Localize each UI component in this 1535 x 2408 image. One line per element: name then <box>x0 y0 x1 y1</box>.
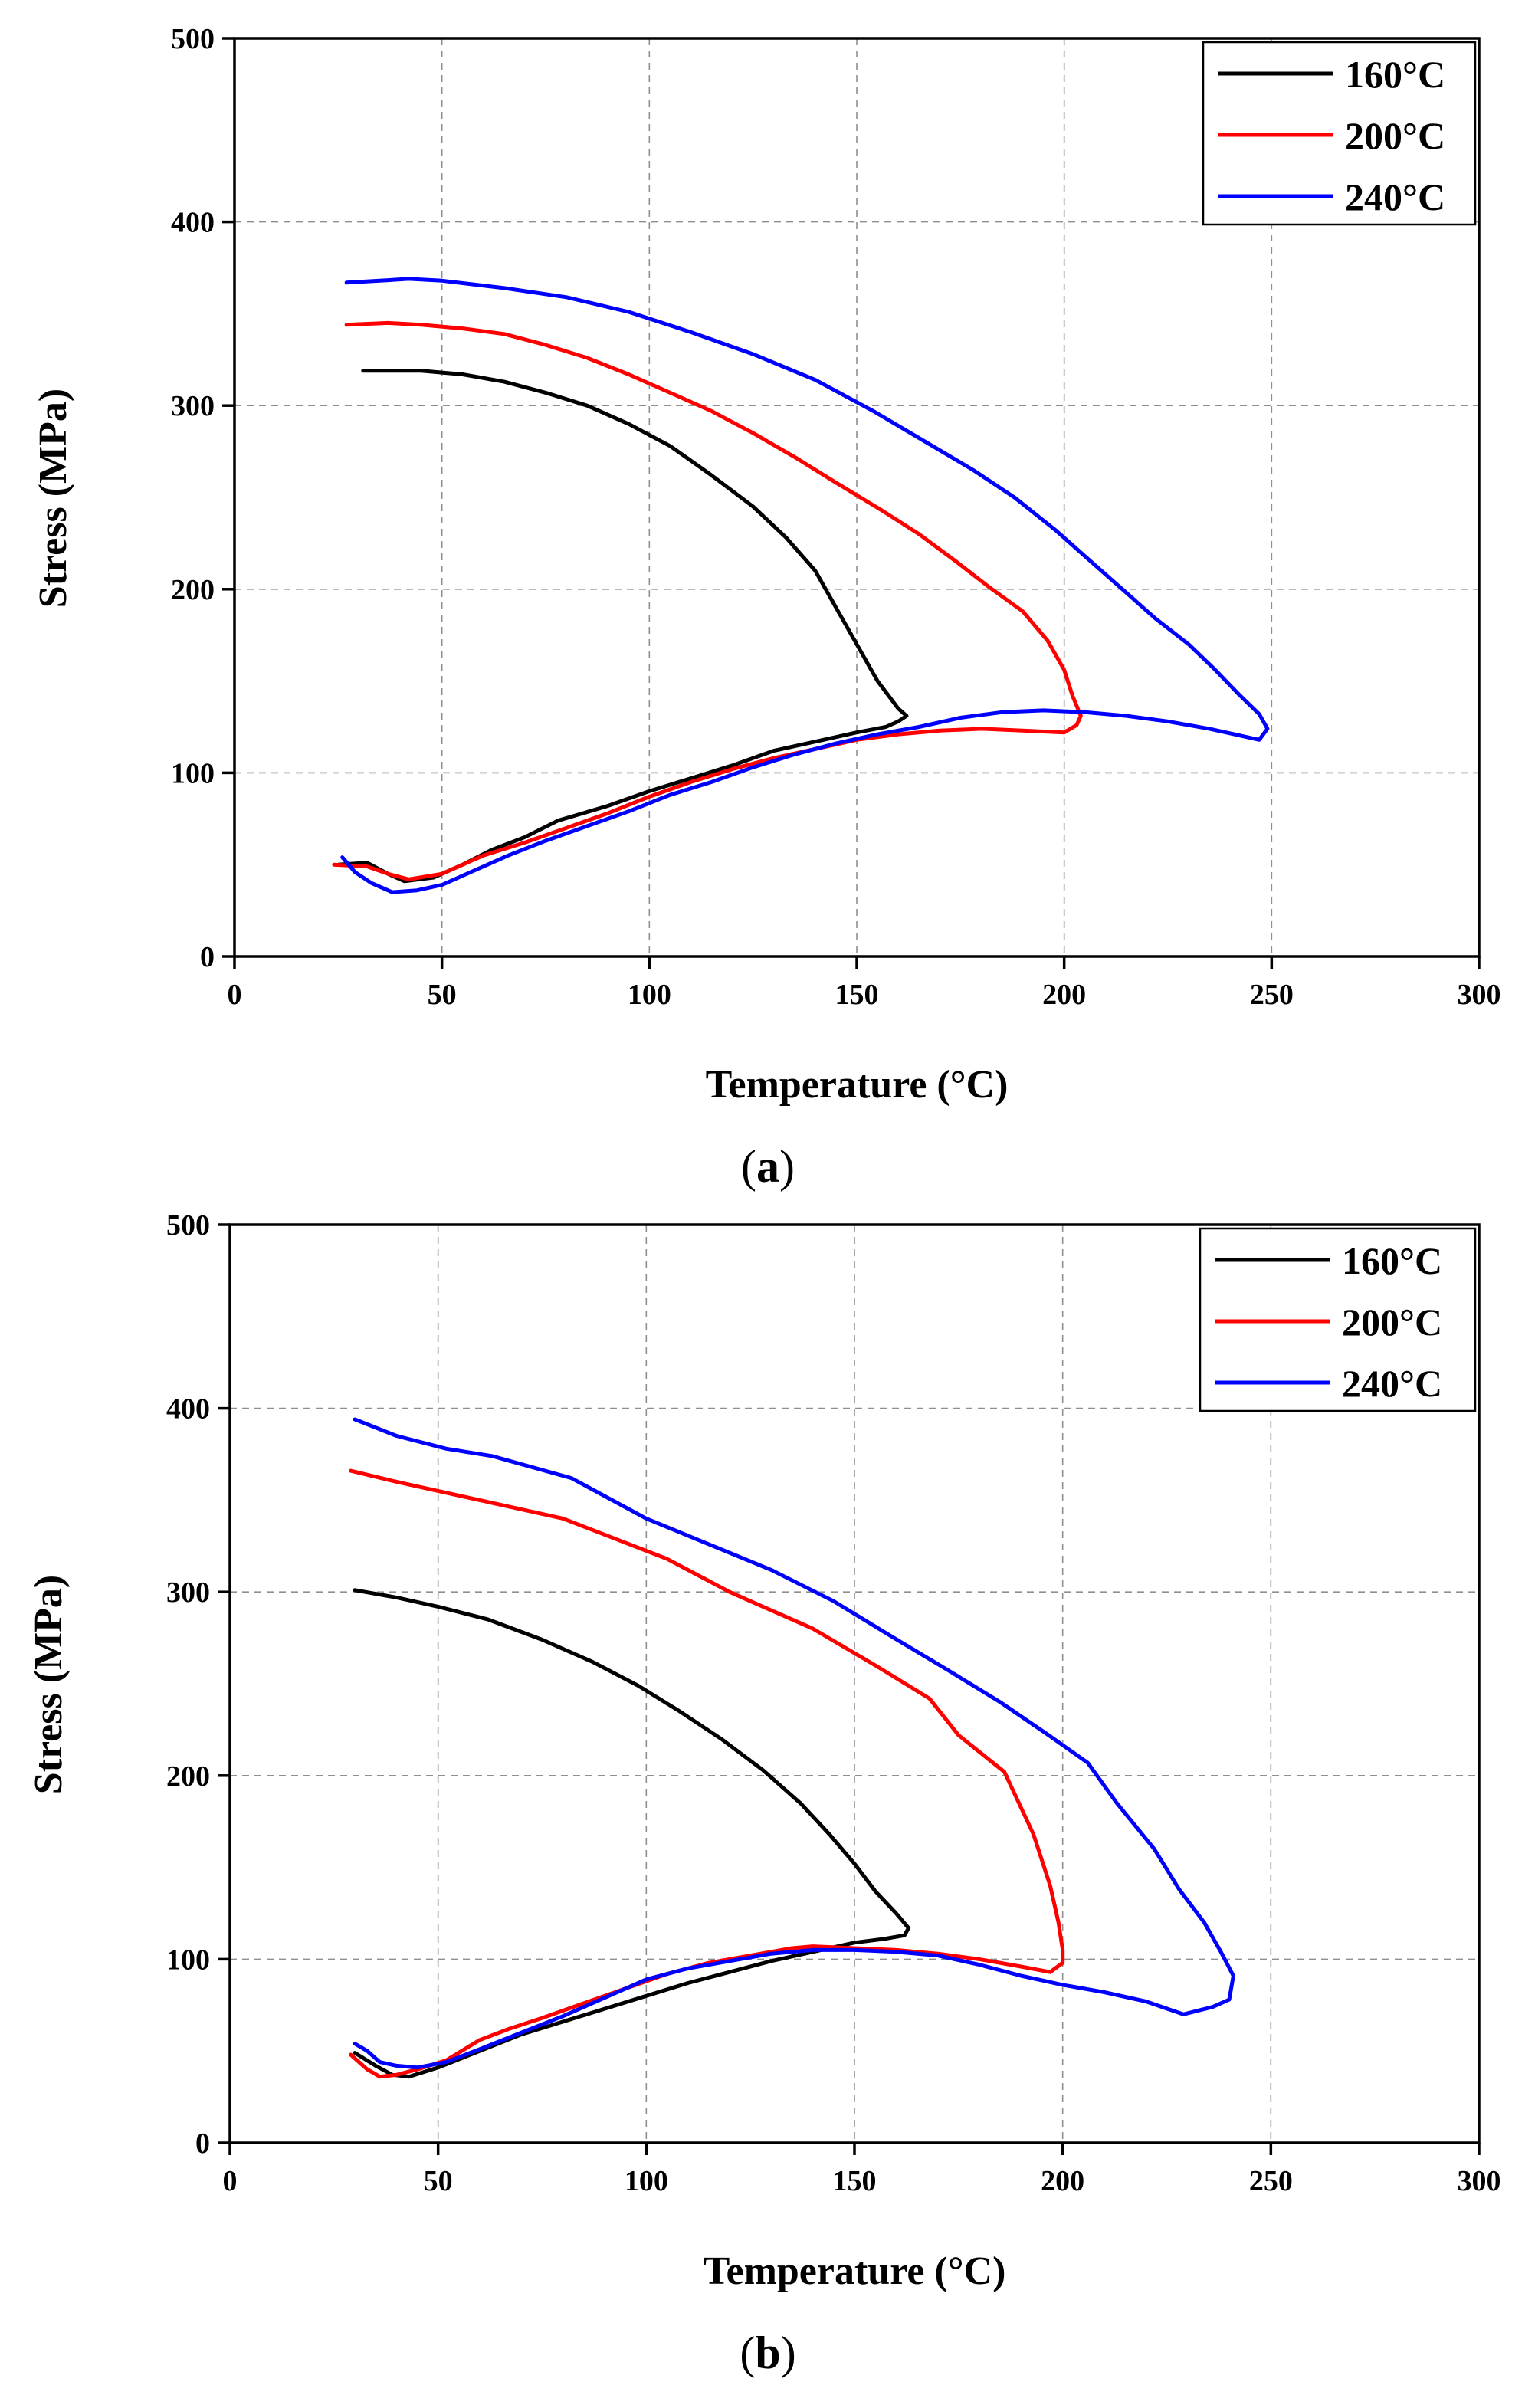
panel-b-legend-label-200: 200°C <box>1342 1301 1442 1343</box>
panel-b-y-tick-label-200: 200 <box>166 1760 210 1793</box>
panel-b-y-tick-label-400: 400 <box>166 1393 210 1425</box>
panel-b-x-tick-label-100: 100 <box>625 2165 668 2197</box>
panel-a-x-tick-label-150: 150 <box>835 979 879 1011</box>
panel-a-x-tick-label-100: 100 <box>628 979 671 1011</box>
panel-a-x-tick-label-50: 50 <box>428 979 457 1011</box>
panel-b-y-axis-title: Stress (MPa) <box>27 1575 71 1794</box>
panel-a-x-tick-label-250: 250 <box>1250 979 1294 1011</box>
panel-a-y-tick-label-200: 200 <box>171 574 215 606</box>
panel-a-caption-letter: a <box>756 1141 779 1192</box>
panel-b-caption: (b) <box>740 2328 795 2378</box>
panel-b-grid <box>230 1225 1479 2143</box>
panel-a-caption-close: ) <box>779 1141 795 1192</box>
panel-b-x-tick-label-200: 200 <box>1041 2165 1084 2197</box>
panel-b-x-tick-label-0: 0 <box>223 2165 238 2197</box>
panel-a-series-200 <box>332 320 1083 881</box>
panel-a-y-axis-title: Stress (MPa) <box>31 389 75 608</box>
panel-b-series <box>349 1417 1235 2079</box>
panel-b-legend-label-240: 240°C <box>1342 1362 1442 1405</box>
panel-a-y-tick-label-100: 100 <box>171 757 215 789</box>
panel-a-legend-label-240: 240°C <box>1345 176 1445 218</box>
panel-a-series <box>332 277 1270 894</box>
panel-b-x-tick-label-50: 50 <box>424 2165 453 2197</box>
panel-b-x-axis-title: Temperature (°C) <box>704 2249 1006 2293</box>
panel-a-x-tick-label-0: 0 <box>228 979 242 1011</box>
panel-a-legend-label-160: 160°C <box>1345 53 1445 96</box>
panel-b-x-tick-label-150: 150 <box>833 2165 877 2197</box>
panel-a-x-axis-title: Temperature (°C) <box>706 1063 1009 1107</box>
panel-b-y-tick-label-300: 300 <box>166 1576 210 1609</box>
panel-b: 0 50 100 150 200 250 300 0 100 200 300 400 500 Tempe… <box>0 1203 1535 2378</box>
panel-a-caption-open: ( <box>741 1141 756 1192</box>
panel-b-legend-label-160: 160°C <box>1342 1239 1442 1282</box>
panel-a-x-tick-label-300: 300 <box>1458 979 1501 1011</box>
panel-a-x-tick-label-200: 200 <box>1042 979 1086 1011</box>
panel-a-y-tick-label-300: 300 <box>171 390 215 422</box>
panel-b-y-tick-label-100: 100 <box>166 1944 210 1976</box>
panel-a-legend-label-200: 200°C <box>1345 114 1445 157</box>
panel-b-series-240 <box>353 1417 1235 2070</box>
panel-a-y-tick-label-0: 0 <box>200 941 215 973</box>
panel-a-legend: 160°C 200°C 240°C <box>1202 41 1477 226</box>
panel-b-y-tick-label-0: 0 <box>195 2128 210 2160</box>
panel-a-y-tick-label-500: 500 <box>171 23 215 55</box>
panel-b-series-200 <box>349 1468 1065 2079</box>
panel-a-series-240 <box>340 277 1270 894</box>
panel-b-y-tick-label-500: 500 <box>166 1209 210 1242</box>
panel-a-y-tick-label-400: 400 <box>171 207 215 239</box>
panel-a: 0 50 100 150 200 250 300 0 100 200 300 400 500 Tempe… <box>0 0 1535 1192</box>
panel-b-caption-letter: b <box>755 2328 780 2378</box>
panel-b-axes: 0 50 100 150 200 250 300 0 100 200 300 400 500 <box>166 1209 1501 2197</box>
panel-b-x-tick-label-300: 300 <box>1458 2165 1501 2197</box>
panel-b-x-tick-label-250: 250 <box>1249 2165 1293 2197</box>
panel-a-caption: (a) <box>741 1141 795 1192</box>
panel-b-caption-close: ) <box>781 2328 796 2378</box>
panel-a-axes: 0 50 100 150 200 250 300 0 100 200 300 400 500 <box>171 23 1501 1011</box>
panel-b-caption-open: ( <box>740 2328 755 2378</box>
panel-b-legend: 160°C 200°C 240°C <box>1199 1227 1477 1412</box>
